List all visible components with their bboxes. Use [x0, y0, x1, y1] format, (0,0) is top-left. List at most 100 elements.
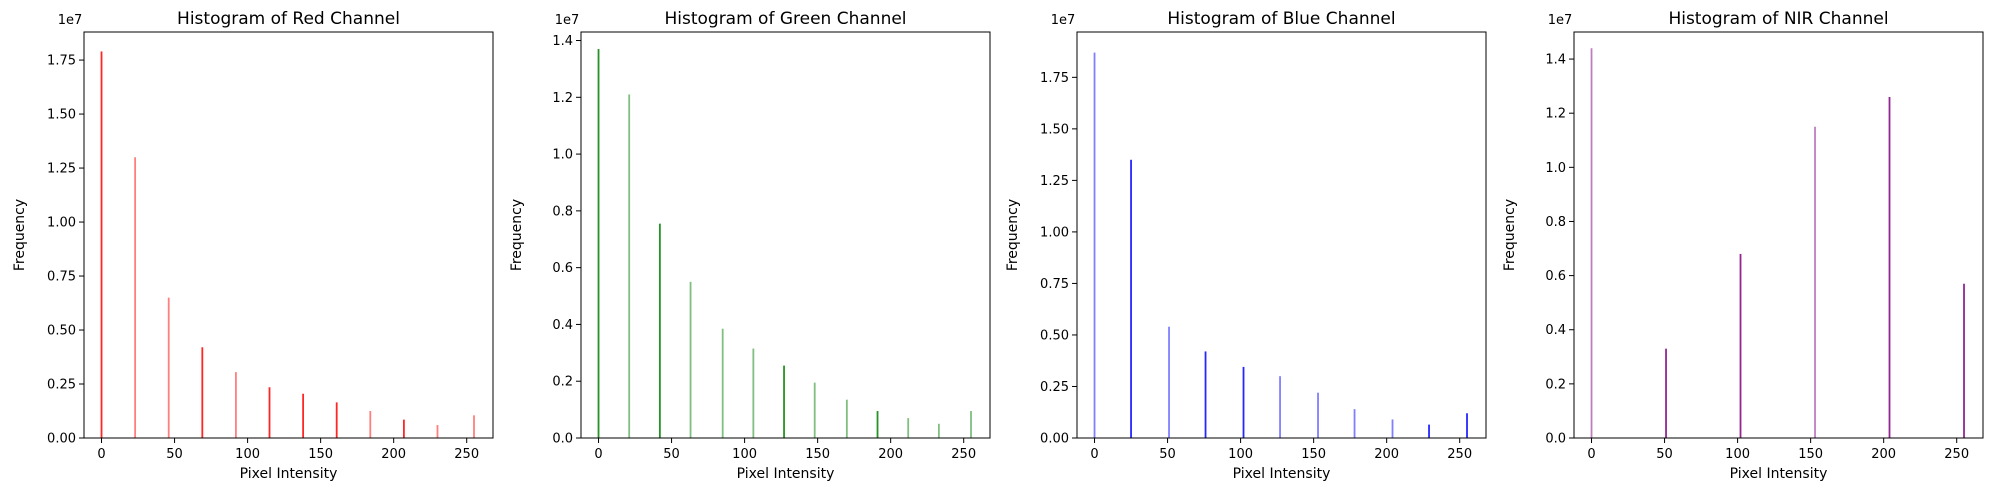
x-tick-label: 200: [878, 447, 903, 462]
y-tick-label: 1.0: [552, 148, 573, 163]
y-tick-label: 1.50: [1040, 122, 1069, 137]
y-tick-label: 0.25: [47, 378, 76, 393]
histogram-bar: [752, 348, 755, 438]
histogram-bar: [167, 297, 170, 438]
x-tick-label: 100: [1725, 447, 1750, 462]
x-tick-label: 100: [732, 447, 757, 462]
x-tick-label: 100: [235, 447, 260, 462]
x-tick-label: 0: [1090, 447, 1098, 462]
histogram-bar: [1168, 326, 1170, 438]
x-tick-label: 150: [1798, 447, 1823, 462]
subplot-4: 0 50 100 150 200 250 0.0 0.2 0.4 0.6 0.8 1.0 1.2 1.4 1…: [1502, 9, 1984, 482]
histogram-bar: [845, 399, 848, 438]
histogram-bar: [813, 382, 816, 438]
histogram-bar: [1279, 376, 1281, 438]
histogram-bar: [302, 393, 305, 438]
chart-title: Histogram of Blue Channel: [1167, 9, 1395, 29]
histogram-bar: [369, 411, 372, 438]
y-axis-label: Frequency: [1502, 199, 1518, 271]
histogram-bar: [1242, 366, 1245, 438]
x-tick-label: 200: [381, 447, 406, 462]
histogram-bar: [628, 94, 631, 439]
histogram-bar: [1963, 283, 1965, 438]
y-offset-label: 1e7: [1548, 13, 1573, 28]
y-tick-label: 0.75: [47, 270, 76, 285]
y-axis-label: Frequency: [509, 199, 525, 271]
histogram-bar: [268, 387, 271, 438]
y-tick-label: 1.2: [552, 91, 573, 106]
histogram-bar: [1665, 348, 1667, 438]
x-tick-label: 150: [1301, 447, 1326, 462]
histogram-bar: [689, 281, 692, 438]
histogram-bar: [658, 223, 661, 438]
x-tick-label: 250: [951, 447, 976, 462]
y-offset-label: 1e7: [58, 13, 83, 28]
y-tick-label: 0.00: [47, 432, 76, 447]
y-tick-label: 0.6: [1545, 269, 1566, 284]
histogram-bar: [403, 419, 405, 438]
x-tick-label: 0: [1587, 447, 1595, 462]
histogram-bar: [970, 411, 972, 438]
x-axis-label: Pixel Intensity: [240, 466, 338, 482]
histogram-bar: [1130, 159, 1132, 438]
subplot-3: 0 50 100 150 200 250 0.00 0.25 0.50 0.75 1.00 1.25 1…: [1005, 9, 1487, 482]
y-tick-label: 0.25: [1040, 380, 1069, 395]
x-tick-label: 150: [308, 447, 333, 462]
axes-frame: [580, 31, 991, 439]
axes-frame: [1573, 31, 1984, 439]
y-tick-label: 1.00: [47, 216, 76, 231]
histogram-bar: [201, 347, 204, 438]
y-tick-label: 1.25: [47, 162, 76, 177]
y-tick-label: 1.2: [1545, 107, 1566, 122]
y-tick-label: 0.50: [47, 324, 76, 339]
histogram-bar: [100, 51, 103, 438]
y-tick-label: 0.0: [1545, 432, 1566, 447]
x-tick-label: 250: [1944, 447, 1969, 462]
histogram-bar: [597, 49, 600, 438]
axes-frame: [1076, 31, 1487, 439]
y-tick-label: 0.8: [552, 204, 573, 219]
x-tick-label: 100: [1228, 447, 1253, 462]
y-tick-label: 1.00: [1040, 225, 1069, 240]
x-tick-label: 200: [1374, 447, 1399, 462]
subplot-1: 0 50 100 150 200 250 0.00 0.25 0.50 0.75 1.00 1.25 1…: [12, 9, 494, 482]
histogram-bar: [1739, 253, 1742, 438]
y-tick-label: 1.75: [1040, 71, 1069, 86]
y-tick-label: 0.75: [1040, 277, 1069, 292]
y-tick-label: 1.4: [552, 34, 573, 49]
histogram-bar: [473, 415, 475, 438]
y-tick-label: 0.2: [552, 375, 573, 390]
histogram-bar: [1466, 413, 1468, 438]
histogram-bar: [134, 157, 137, 438]
y-tick-label: 0.0: [552, 432, 573, 447]
y-tick-label: 1.0: [1545, 161, 1566, 176]
histogram-bar: [783, 365, 785, 438]
histogram-bar: [1093, 52, 1096, 439]
axes-frame: [83, 31, 494, 439]
histogram-bar: [1317, 392, 1319, 438]
histogram-bar: [1888, 96, 1891, 439]
histogram-bar: [1204, 351, 1207, 438]
x-tick-label: 250: [454, 447, 479, 462]
y-tick-label: 0.4: [1545, 323, 1566, 338]
x-axis-label: Pixel Intensity: [737, 466, 835, 482]
chart-title: Histogram of Red Channel: [177, 9, 400, 29]
y-tick-label: 1.25: [1040, 174, 1069, 189]
histogram-bar: [1391, 419, 1394, 438]
histogram-bar: [335, 402, 338, 438]
histogram-bar: [937, 423, 940, 438]
y-tick-label: 1.4: [1545, 53, 1566, 68]
histogram-bar: [907, 418, 910, 438]
x-tick-label: 50: [166, 447, 183, 462]
x-tick-label: 0: [97, 447, 105, 462]
y-offset-label: 1e7: [1051, 13, 1076, 28]
x-tick-label: 200: [1871, 447, 1896, 462]
y-axis-label: Frequency: [12, 199, 28, 271]
histogram-bar: [1353, 409, 1356, 438]
x-tick-label: 50: [663, 447, 680, 462]
y-axis-label: Frequency: [1005, 199, 1021, 271]
y-tick-label: 0.50: [1040, 328, 1069, 343]
histogram-bar: [876, 411, 879, 438]
